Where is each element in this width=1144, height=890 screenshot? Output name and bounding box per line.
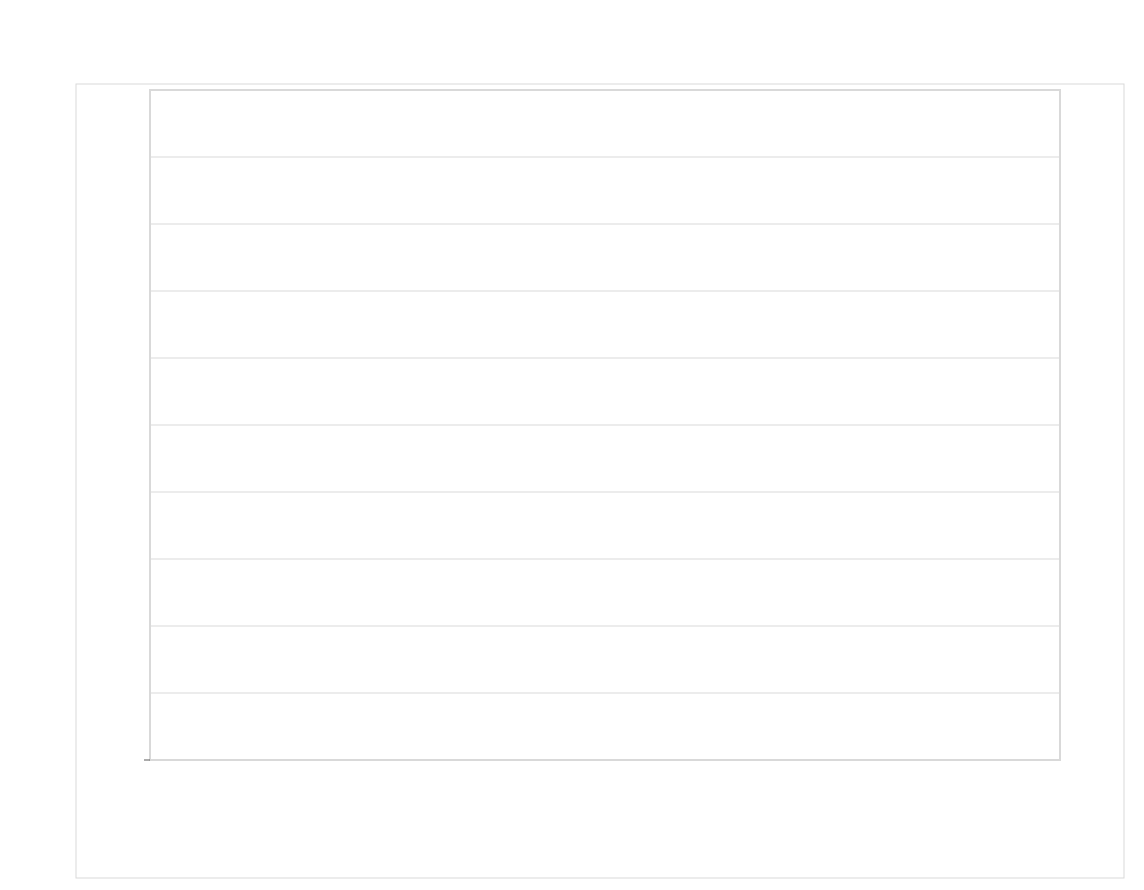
chart-svg [0,0,1144,890]
chart-container [0,0,1144,890]
